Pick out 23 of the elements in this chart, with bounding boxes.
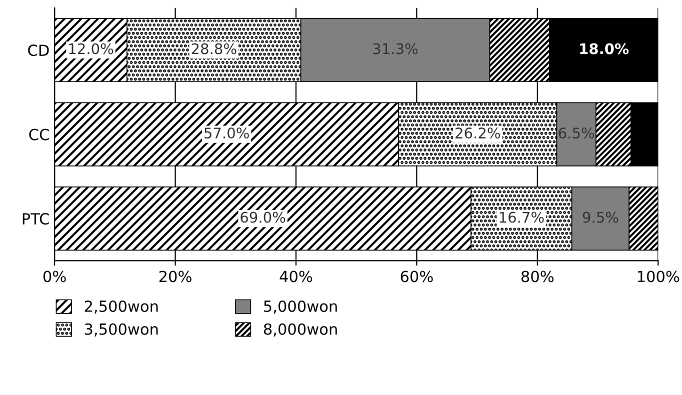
data-label: 26.2% — [456, 128, 500, 139]
data-label: 12.0% — [69, 43, 114, 54]
x-tick-label: 60% — [400, 270, 433, 282]
y-tick-label: PTC — [22, 213, 49, 225]
data-label: 31.3% — [373, 43, 418, 54]
data-label: 69.0% — [240, 212, 286, 223]
x-tick-label: 0% — [43, 270, 66, 282]
legend-label: 5,000won — [264, 300, 337, 314]
x-tick-label: 100% — [638, 270, 680, 282]
y-tick-label: CD — [28, 44, 49, 56]
data-label: 6.5% — [558, 128, 594, 139]
data-label: 57.0% — [204, 128, 249, 139]
legend-label: 8,000won — [264, 323, 337, 336]
x-tick-label: 80% — [521, 270, 554, 282]
x-tick-label: 40% — [280, 270, 312, 282]
data-label: 18.0% — [580, 43, 629, 54]
data-label: 16.7% — [500, 212, 544, 223]
data-label: 9.5% — [582, 212, 618, 223]
y-tick-label: CC — [29, 128, 49, 140]
x-tick-label: 20% — [159, 270, 192, 282]
data-label: 28.8% — [192, 43, 236, 54]
legend-label: 3,500won — [84, 323, 158, 336]
legend-label: 2,500won — [84, 300, 158, 314]
